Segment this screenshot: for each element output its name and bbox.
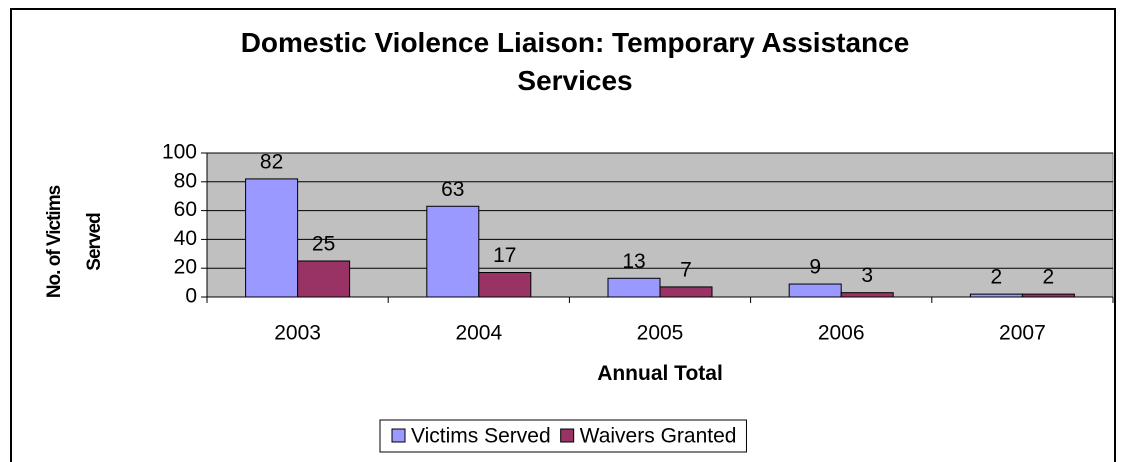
x-tick-label: 2006 — [818, 322, 865, 345]
y-tick-label: 40 — [174, 227, 197, 250]
bar — [297, 260, 351, 298]
bar — [478, 272, 532, 298]
x-tick-label: 2003 — [274, 322, 321, 345]
data-label: 2 — [1043, 266, 1055, 289]
legend-swatch — [391, 428, 406, 443]
chart-title: Domestic Violence Liaison: Temporary Ass… — [240, 27, 910, 96]
x-tick-label: 2004 — [455, 322, 502, 345]
y-tick-label: 0 — [185, 285, 197, 308]
data-label: 9 — [809, 256, 821, 279]
bar — [840, 292, 894, 298]
data-label: 2 — [991, 266, 1003, 289]
legend-swatch — [560, 428, 575, 443]
data-label: 82 — [260, 150, 283, 173]
x-tick-label: 2005 — [637, 322, 684, 345]
x-tick-label: 2007 — [999, 322, 1046, 345]
bar — [1021, 293, 1075, 298]
data-label: 13 — [622, 250, 645, 273]
bar — [659, 286, 713, 298]
data-label: 63 — [441, 178, 464, 201]
bar — [969, 293, 1023, 298]
y-tick-label: 60 — [174, 198, 197, 221]
bar — [607, 277, 661, 298]
bar — [788, 283, 842, 298]
bar — [245, 178, 299, 298]
bar — [426, 205, 480, 298]
legend-label: Victims Served — [411, 425, 551, 448]
y-tick-label: 80 — [174, 169, 197, 192]
x-axis-label: Annual Total — [597, 362, 723, 385]
data-label: 7 — [680, 258, 692, 281]
y-tick-label: 100 — [162, 141, 197, 164]
legend-label: Waivers Granted — [580, 425, 737, 448]
data-label: 17 — [493, 244, 516, 267]
y-tick-label: 20 — [174, 256, 197, 279]
data-label: 3 — [861, 264, 873, 287]
chart-frame — [10, 8, 1116, 462]
data-label: 25 — [312, 233, 335, 256]
